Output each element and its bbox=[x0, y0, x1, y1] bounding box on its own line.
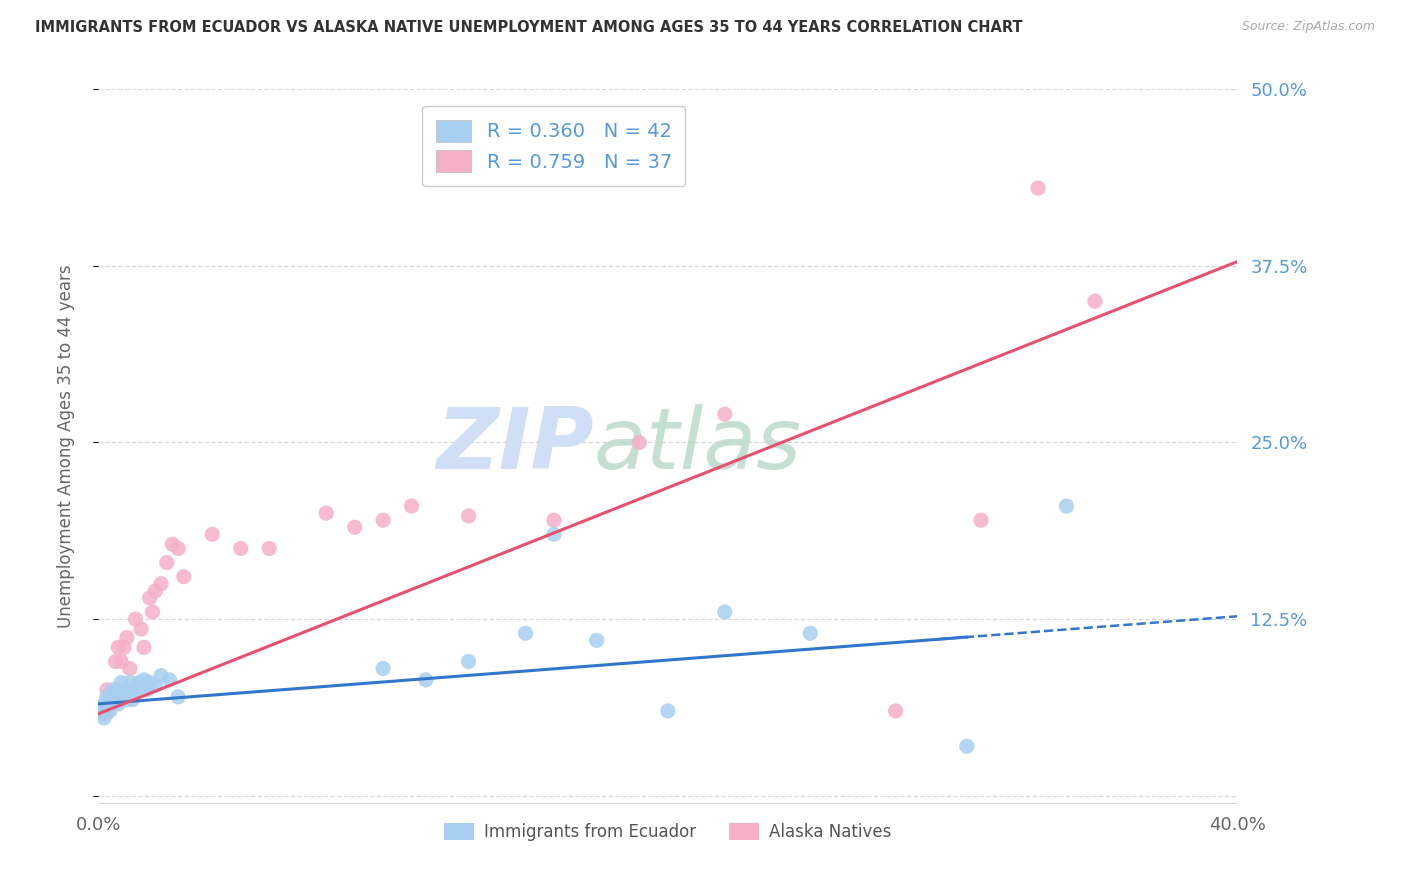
Point bbox=[1084, 294, 1107, 309]
Point bbox=[1026, 181, 1049, 195]
Text: Source: ZipAtlas.com: Source: ZipAtlas.com bbox=[1241, 20, 1375, 33]
Point bbox=[90, 701, 112, 715]
Point bbox=[201, 527, 224, 541]
Point bbox=[884, 704, 907, 718]
Point bbox=[145, 679, 167, 693]
Point bbox=[401, 499, 423, 513]
Point bbox=[1056, 499, 1078, 513]
Point bbox=[127, 675, 149, 690]
Point bbox=[457, 655, 479, 669]
Point bbox=[373, 513, 395, 527]
Point bbox=[714, 605, 737, 619]
Point bbox=[101, 692, 124, 706]
Point bbox=[628, 435, 651, 450]
Point bbox=[167, 690, 190, 704]
Text: ZIP: ZIP bbox=[436, 404, 593, 488]
Point bbox=[110, 675, 132, 690]
Point bbox=[343, 520, 366, 534]
Point bbox=[129, 679, 152, 693]
Point bbox=[415, 673, 437, 687]
Point bbox=[118, 662, 141, 676]
Point bbox=[101, 692, 124, 706]
Point bbox=[104, 655, 127, 669]
Point bbox=[115, 631, 138, 645]
Point bbox=[107, 682, 129, 697]
Point bbox=[543, 513, 565, 527]
Point bbox=[93, 706, 115, 721]
Text: atlas: atlas bbox=[593, 404, 801, 488]
Point bbox=[121, 682, 143, 697]
Point bbox=[107, 640, 129, 655]
Point bbox=[138, 675, 160, 690]
Point bbox=[714, 407, 737, 421]
Point bbox=[457, 508, 479, 523]
Point bbox=[657, 704, 679, 718]
Point bbox=[124, 612, 146, 626]
Point bbox=[373, 662, 395, 676]
Point bbox=[259, 541, 281, 556]
Point bbox=[956, 739, 979, 754]
Point bbox=[799, 626, 821, 640]
Point bbox=[229, 541, 252, 556]
Point bbox=[90, 704, 112, 718]
Point bbox=[98, 697, 121, 711]
Point bbox=[141, 605, 163, 619]
Point bbox=[150, 576, 173, 591]
Point bbox=[93, 711, 115, 725]
Point bbox=[135, 682, 157, 697]
Point bbox=[156, 556, 179, 570]
Point bbox=[150, 668, 173, 682]
Point bbox=[162, 537, 184, 551]
Point bbox=[96, 682, 118, 697]
Point bbox=[585, 633, 607, 648]
Point bbox=[104, 687, 127, 701]
Point bbox=[112, 682, 135, 697]
Point bbox=[98, 697, 121, 711]
Point bbox=[173, 570, 195, 584]
Point bbox=[315, 506, 337, 520]
Point bbox=[107, 697, 129, 711]
Point bbox=[159, 673, 181, 687]
Point bbox=[145, 583, 167, 598]
Point bbox=[115, 687, 138, 701]
Point bbox=[96, 704, 118, 718]
Point bbox=[543, 527, 565, 541]
Point bbox=[93, 697, 115, 711]
Point bbox=[101, 682, 124, 697]
Point bbox=[129, 622, 152, 636]
Point bbox=[104, 692, 127, 706]
Point bbox=[115, 692, 138, 706]
Point bbox=[118, 675, 141, 690]
Point bbox=[98, 704, 121, 718]
Point bbox=[132, 673, 155, 687]
Point bbox=[124, 682, 146, 697]
Point bbox=[515, 626, 537, 640]
Point bbox=[121, 692, 143, 706]
Point bbox=[132, 640, 155, 655]
Point bbox=[110, 690, 132, 704]
Point bbox=[970, 513, 993, 527]
Point bbox=[112, 640, 135, 655]
Point bbox=[96, 690, 118, 704]
Point bbox=[110, 655, 132, 669]
Text: IMMIGRANTS FROM ECUADOR VS ALASKA NATIVE UNEMPLOYMENT AMONG AGES 35 TO 44 YEARS : IMMIGRANTS FROM ECUADOR VS ALASKA NATIVE… bbox=[35, 20, 1022, 35]
Point bbox=[167, 541, 190, 556]
Legend: Immigrants from Ecuador, Alaska Natives: Immigrants from Ecuador, Alaska Natives bbox=[437, 816, 898, 848]
Y-axis label: Unemployment Among Ages 35 to 44 years: Unemployment Among Ages 35 to 44 years bbox=[56, 264, 75, 628]
Point bbox=[138, 591, 160, 605]
